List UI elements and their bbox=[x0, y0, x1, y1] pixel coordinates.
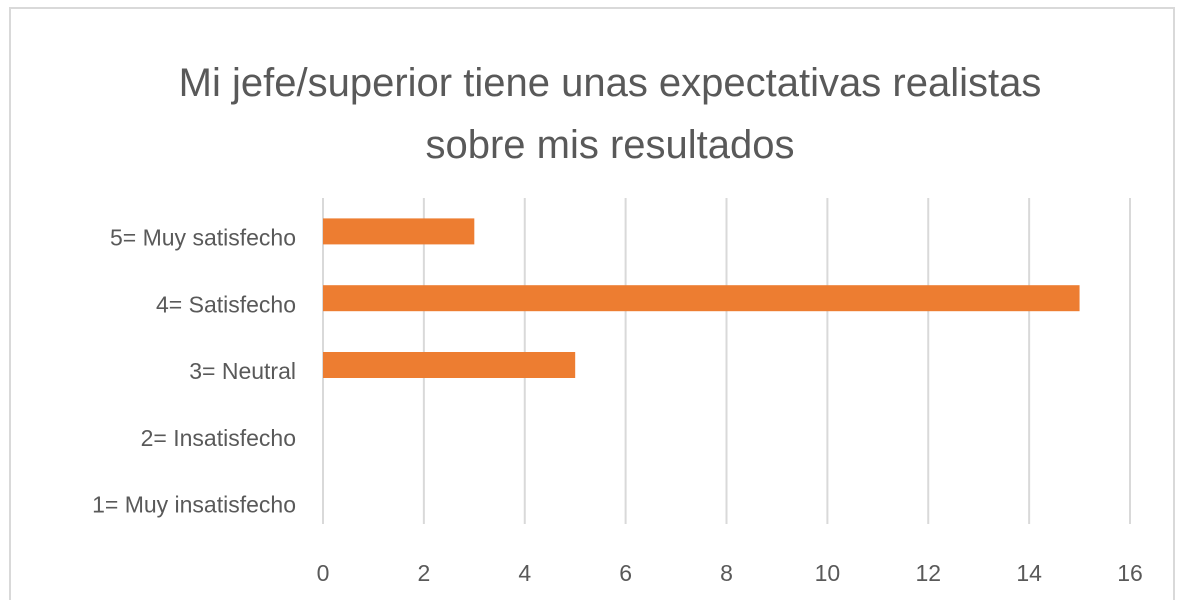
x-tick-label: 10 bbox=[815, 560, 841, 586]
x-tick-label: 12 bbox=[915, 560, 941, 586]
bar bbox=[323, 352, 576, 378]
bar bbox=[323, 285, 1080, 312]
y-tick-label: 5= Muy satisfecho bbox=[110, 224, 296, 250]
x-tick-label: 16 bbox=[1117, 560, 1143, 586]
chart-title: Mi jefe/superior tiene unas expectativas… bbox=[178, 61, 1042, 167]
x-tick-label: 0 bbox=[317, 560, 330, 586]
x-tick-label: 14 bbox=[1016, 560, 1042, 586]
x-tick-label: 6 bbox=[619, 560, 632, 586]
x-tick-label: 8 bbox=[720, 560, 733, 586]
y-tick-label: 3= Neutral bbox=[189, 358, 296, 384]
bar bbox=[323, 218, 475, 245]
y-tick-label: 2= Insatisfecho bbox=[141, 425, 296, 451]
y-tick-label: 1= Muy insatisfecho bbox=[92, 492, 296, 518]
y-tick-label: 4= Satisfecho bbox=[156, 291, 296, 317]
x-tick-label: 2 bbox=[417, 560, 430, 586]
chart-border bbox=[9, 7, 1175, 600]
x-tick-label: 4 bbox=[518, 560, 531, 586]
